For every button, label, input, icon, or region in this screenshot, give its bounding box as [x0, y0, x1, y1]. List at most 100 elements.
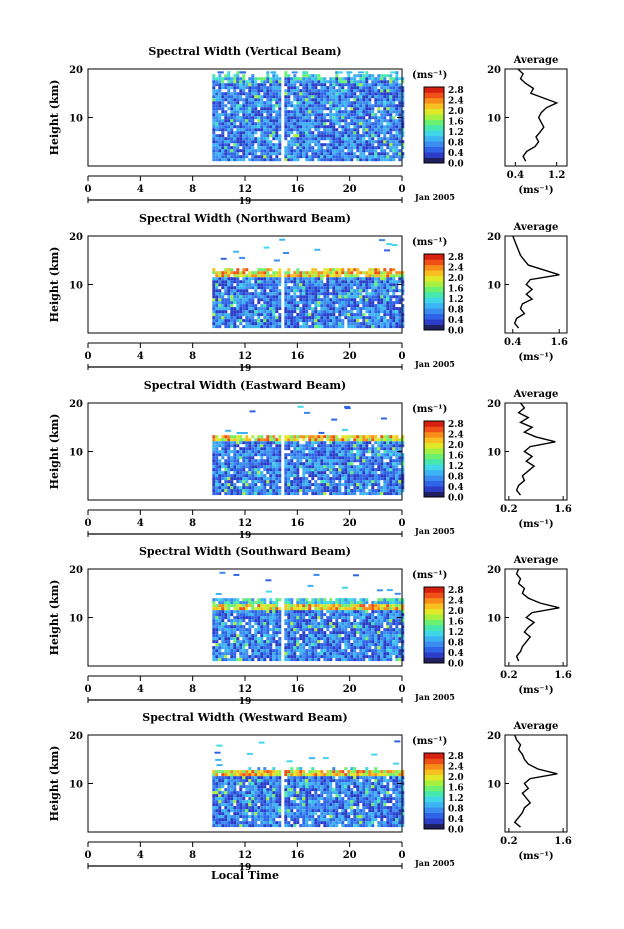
heatmap-cell: [308, 316, 312, 320]
heatmap-cell: [338, 444, 342, 448]
heatmap-cell: [263, 646, 267, 650]
heatmap-cell: [356, 143, 360, 147]
heatmap-cell: [293, 86, 297, 90]
heatmap-cell: [269, 289, 273, 293]
heatmap-cell: [284, 101, 288, 105]
heatmap-cell: [368, 322, 372, 326]
heatmap-cell: [290, 119, 294, 123]
heatmap-cell: [383, 128, 387, 132]
heatmap-cell: [230, 489, 234, 493]
heatmap-cell: [254, 637, 258, 641]
heatmap-cell: [218, 113, 222, 117]
heatmap-cell: [224, 441, 228, 445]
heatmap-cell: [242, 286, 246, 290]
heatmap-cell: [338, 465, 342, 469]
heatmap-cell: [338, 301, 342, 305]
heatmap-cell: [263, 137, 267, 141]
heatmap-cell: [362, 480, 366, 484]
heatmap-cell: [305, 146, 309, 150]
heatmap-cell: [275, 283, 279, 287]
heatmap-cell: [269, 268, 273, 272]
heatmap-cell: [377, 301, 381, 305]
heatmap-cell: [218, 128, 222, 132]
heatmap-cell: [263, 465, 267, 469]
heatmap-cell: [362, 95, 366, 99]
heatmap-cell: [331, 418, 338, 421]
heatmap-cell: [380, 83, 384, 87]
heatmap-cell: [320, 277, 324, 281]
heatmap-cell: [215, 325, 219, 329]
heatmap-cell: [221, 655, 225, 659]
heatmap-cell: [338, 325, 342, 329]
heatmap-cell: [317, 304, 321, 308]
heatmap-cell: [287, 471, 291, 475]
heatmap-cell: [269, 158, 273, 162]
heatmap-cell: [248, 441, 252, 445]
heatmap-cell: [287, 634, 291, 638]
heatmap-cell: [293, 295, 297, 299]
heatmap-cell: [263, 140, 267, 144]
heatmap-cell: [314, 610, 318, 614]
heatmap-cell: [308, 637, 312, 641]
heatmap-cell: [383, 286, 387, 290]
heatmap-cell: [383, 325, 387, 329]
heatmap-cell: [305, 486, 309, 490]
heatmap-cell: [275, 480, 279, 484]
heatmap-cell: [212, 122, 216, 126]
heatmap-cell: [347, 286, 351, 290]
heatmap-cell: [317, 325, 321, 329]
heatmap-cell: [317, 441, 321, 445]
heatmap-cell: [221, 101, 225, 105]
heatmap-cell: [296, 637, 300, 641]
heatmap-cell: [317, 604, 321, 608]
heatmap-cell: [377, 316, 381, 320]
heatmap-cell: [284, 131, 288, 135]
heatmap-cell: [356, 313, 360, 317]
heatmap-cell: [272, 465, 276, 469]
heatmap-cell: [380, 492, 384, 496]
heatmap-cell: [266, 316, 270, 320]
heatmap-cell: [236, 83, 240, 87]
heatmap-cell: [391, 244, 398, 247]
heatmap-cell: [389, 89, 393, 93]
heatmap-cell: [344, 462, 348, 466]
heatmap-cell: [230, 604, 234, 608]
heatmap-cell: [233, 601, 237, 605]
heatmap-cell: [266, 622, 270, 626]
heatmap-cell: [278, 643, 282, 647]
heatmap-cell: [218, 304, 222, 308]
heatmap-cell: [227, 107, 231, 111]
heatmap-cell: [293, 322, 297, 326]
heatmap-cell: [263, 152, 267, 156]
heatmap-cell: [380, 465, 384, 469]
heatmap-cells: [212, 238, 405, 329]
heatmap-cell: [353, 116, 357, 120]
heatmap-cell: [299, 489, 303, 493]
heatmap-cell: [284, 158, 288, 162]
panel-title: Spectral Width (Vertical Beam): [148, 45, 341, 58]
heatmap-cell: [215, 486, 219, 490]
x-tick-label: 0: [85, 184, 92, 195]
heatmap-cell: [260, 101, 264, 105]
heatmap-cell: [380, 77, 384, 81]
heatmap-cell: [299, 298, 303, 302]
heatmap-cell: [320, 655, 324, 659]
average-x-tick-label: 0.4: [507, 170, 524, 181]
heatmap-cell: [344, 280, 348, 284]
heatmap-cell: [236, 468, 240, 472]
day-label: 19: [239, 364, 252, 374]
heatmap-cell: [350, 116, 354, 120]
heatmap-cell: [275, 119, 279, 123]
heatmap-cell: [260, 480, 264, 484]
heatmap-cell: [389, 149, 393, 153]
heatmap-cell: [332, 143, 336, 147]
heatmap-cell: [254, 271, 258, 275]
heatmap-cell: [338, 122, 342, 126]
heatmap-cell: [227, 486, 231, 490]
heatmap-cell: [350, 158, 354, 162]
heatmap-cell: [221, 149, 225, 153]
heatmap-cell: [224, 471, 228, 475]
heatmap-cell: [344, 438, 348, 442]
heatmap-cell: [350, 277, 354, 281]
heatmap-cell: [380, 456, 384, 460]
